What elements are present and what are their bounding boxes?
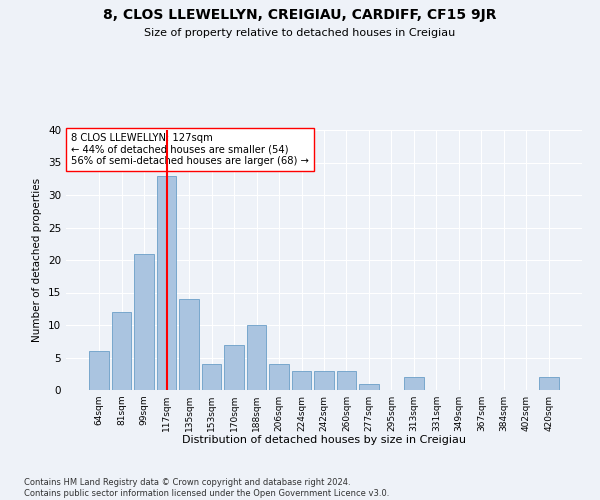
Bar xyxy=(404,377,424,390)
Bar xyxy=(179,299,199,390)
Bar xyxy=(89,351,109,390)
Text: 8 CLOS LLEWELLYN: 127sqm
← 44% of detached houses are smaller (54)
56% of semi-d: 8 CLOS LLEWELLYN: 127sqm ← 44% of detach… xyxy=(71,132,309,166)
Bar xyxy=(269,364,289,390)
Y-axis label: Number of detached properties: Number of detached properties xyxy=(32,178,43,342)
Text: Distribution of detached houses by size in Creigiau: Distribution of detached houses by size … xyxy=(182,435,466,445)
Bar xyxy=(314,370,334,390)
Bar xyxy=(247,325,266,390)
Bar xyxy=(134,254,154,390)
Bar xyxy=(539,377,559,390)
Text: Contains HM Land Registry data © Crown copyright and database right 2024.
Contai: Contains HM Land Registry data © Crown c… xyxy=(24,478,389,498)
Text: 8, CLOS LLEWELLYN, CREIGIAU, CARDIFF, CF15 9JR: 8, CLOS LLEWELLYN, CREIGIAU, CARDIFF, CF… xyxy=(103,8,497,22)
Bar xyxy=(202,364,221,390)
Bar xyxy=(224,344,244,390)
Text: Size of property relative to detached houses in Creigiau: Size of property relative to detached ho… xyxy=(145,28,455,38)
Bar xyxy=(112,312,131,390)
Bar xyxy=(292,370,311,390)
Bar xyxy=(337,370,356,390)
Bar xyxy=(359,384,379,390)
Bar xyxy=(157,176,176,390)
